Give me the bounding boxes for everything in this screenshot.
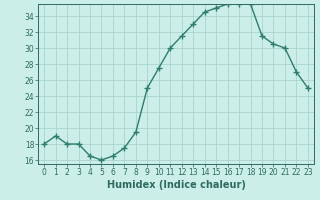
X-axis label: Humidex (Indice chaleur): Humidex (Indice chaleur) <box>107 180 245 190</box>
